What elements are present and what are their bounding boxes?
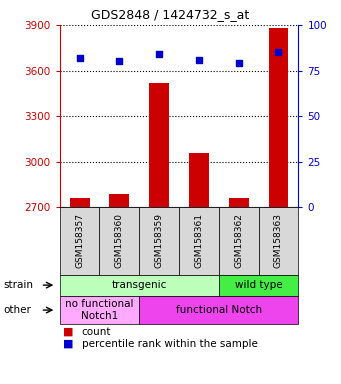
Bar	[269, 28, 288, 207]
Text: GSM158357: GSM158357	[75, 214, 84, 268]
Point	[196, 56, 202, 63]
Text: ■: ■	[63, 327, 74, 337]
Text: GSM158363: GSM158363	[274, 214, 283, 268]
Point	[117, 58, 122, 65]
Bar	[109, 194, 129, 207]
Text: wild type: wild type	[235, 280, 282, 290]
Text: GSM158362: GSM158362	[234, 214, 243, 268]
Text: percentile rank within the sample: percentile rank within the sample	[82, 339, 258, 349]
Text: strain: strain	[3, 280, 33, 290]
Text: no functional
Notch1: no functional Notch1	[65, 299, 134, 321]
Point	[77, 55, 82, 61]
Text: GDS2848 / 1424732_s_at: GDS2848 / 1424732_s_at	[91, 8, 250, 22]
Point	[236, 60, 241, 66]
Bar	[70, 198, 89, 207]
Bar	[149, 83, 169, 207]
Text: ■: ■	[63, 339, 74, 349]
Text: count: count	[82, 327, 112, 337]
Text: other: other	[3, 305, 31, 315]
Text: GSM158359: GSM158359	[154, 214, 164, 268]
Bar	[229, 198, 249, 207]
Point	[276, 49, 281, 55]
Bar	[189, 152, 209, 207]
Text: GSM158360: GSM158360	[115, 214, 124, 268]
Text: transgenic: transgenic	[112, 280, 167, 290]
Text: GSM158361: GSM158361	[194, 214, 204, 268]
Text: functional Notch: functional Notch	[176, 305, 262, 315]
Point	[157, 51, 162, 57]
